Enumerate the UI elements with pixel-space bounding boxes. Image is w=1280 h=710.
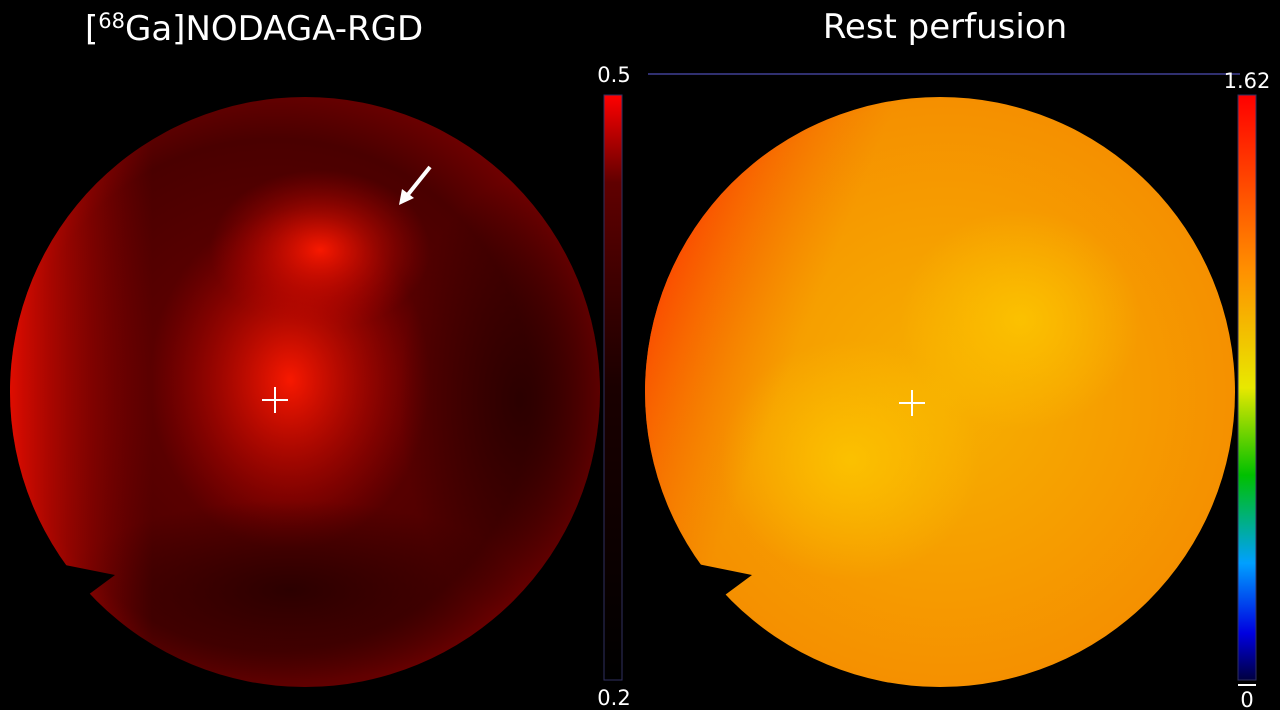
perfusion-polar-map [640, 90, 1250, 700]
right-title: Rest perfusion [823, 7, 1067, 47]
scale-min-label: 0.2 [597, 686, 630, 710]
left-title: [68Ga]NODAGA-RGD [85, 9, 423, 49]
title-superscript: 68 [98, 9, 125, 33]
perfusion-color-bar [1238, 95, 1256, 680]
uptake-color-bar [604, 95, 622, 680]
scale-min-label: 0 [1240, 688, 1253, 710]
figure: [68Ga]NODAGA-RGD Rest perfusion 0.5 0.2 … [0, 0, 1280, 710]
scale-max-label: 0.5 [597, 63, 630, 87]
uptake-polar-map [0, 90, 640, 700]
scale-max-label: 1.62 [1224, 69, 1271, 93]
title-rest: Ga]NODAGA-RGD [125, 9, 423, 49]
title-bracket: [ [85, 9, 98, 49]
